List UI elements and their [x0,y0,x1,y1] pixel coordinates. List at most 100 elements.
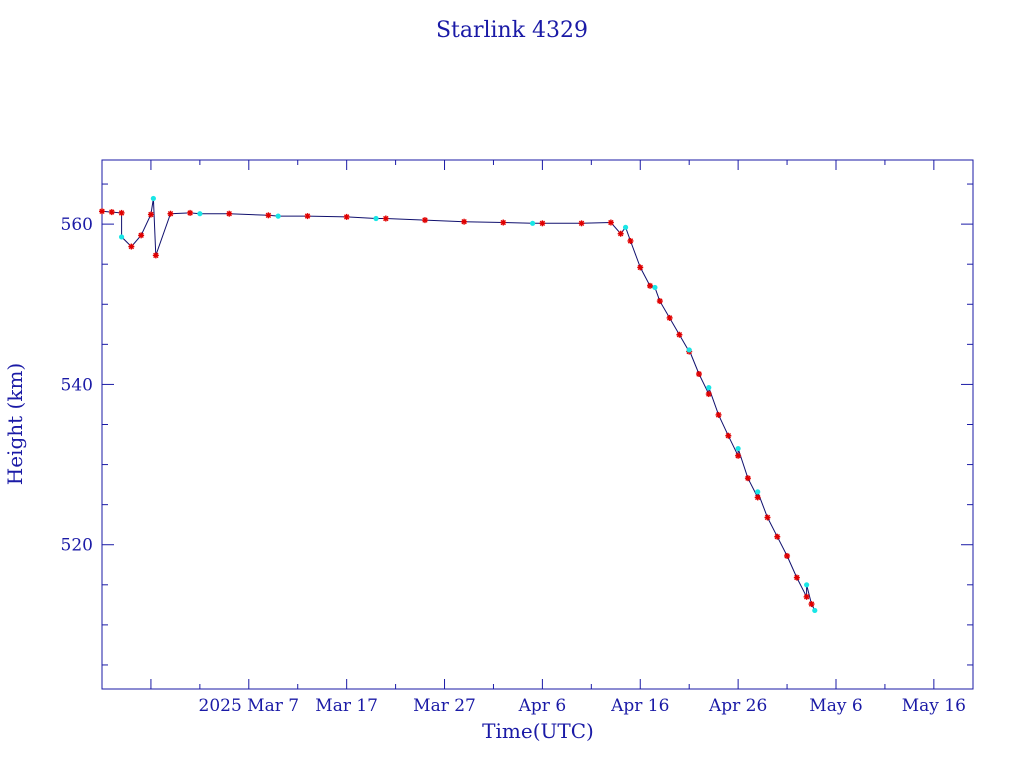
red-star-point [725,432,732,439]
star-stroke [774,534,780,540]
red-star-point [421,217,428,224]
red-star-point [118,209,125,216]
red-star-point [304,213,311,220]
red-star-point [637,264,644,271]
star-stroke [153,252,159,259]
x-tick-label: Apr 16 [610,696,669,716]
star-stroke [99,208,105,214]
red-star-point [676,331,683,338]
red-star-point [744,475,751,482]
star-stroke [715,412,722,418]
x-tick-label: May 6 [809,696,862,716]
red-star-point [808,601,815,608]
red-star-point [695,371,702,378]
red-star-point [147,211,154,218]
red-star-point [539,220,546,227]
red-star-point [666,314,673,321]
x-tick-label: Apr 26 [708,696,767,716]
star-stroke [808,601,815,607]
star-stroke [735,453,741,459]
star-stroke [138,232,144,239]
star-stroke [265,212,272,218]
chart-title: Starlink 4329 [436,18,588,43]
red-star-point [461,218,468,225]
y-axis-label: Height (km) [3,363,27,485]
trajectory-path [101,198,816,611]
star-stroke [304,213,311,219]
red-star-point [647,282,654,289]
star-stroke [803,594,810,600]
red-star-point [128,243,135,250]
red-star-point [500,219,507,226]
red-star-point [152,252,159,259]
star-stroke [578,220,585,227]
red-star-point [617,230,624,237]
red-star-point [578,220,585,227]
cyan-point [686,347,692,353]
star-stroke [109,209,115,215]
star-stroke [226,211,232,217]
plot-frame [101,159,974,690]
star-stroke [696,371,702,377]
red-star-point [343,213,350,220]
data-points [99,195,818,614]
cyan-point [706,385,712,391]
star-stroke [794,574,800,581]
star-stroke [647,283,653,289]
star-stroke [676,332,683,338]
star-stroke [617,231,624,237]
y-tick-label: 520 [61,536,93,556]
x-axis-label: Time(UTC) [482,719,594,743]
star-stroke [745,475,751,481]
cyan-point [118,234,125,240]
star-stroke [167,211,174,217]
cyan-point [735,445,741,452]
cyan-point [652,284,658,291]
star-stroke [383,215,389,222]
star-stroke [627,238,634,244]
x-tick-label: Apr 6 [518,696,567,716]
star-stroke [725,433,732,439]
y-tick-label: 560 [61,215,93,235]
red-star-point [607,219,614,226]
trajectory-line [101,198,816,611]
star-stroke [461,219,467,225]
cyan-point [197,211,203,217]
star-stroke [784,553,790,559]
red-star-point [226,210,233,217]
x-tick-label: Mar 17 [315,696,378,716]
star-stroke [118,210,125,216]
cyan-point [755,489,761,495]
star-stroke [343,214,350,220]
cyan-point [622,224,629,230]
red-star-point [774,533,781,540]
red-star-point [656,298,663,305]
cyan-point [150,195,156,202]
star-stroke [666,315,673,321]
cyan-point [812,607,818,614]
star-stroke [539,220,546,227]
red-star-point [138,232,145,239]
red-star-point [705,391,712,398]
star-stroke [755,494,761,501]
red-star-point [793,574,800,581]
star-stroke [706,391,712,397]
red-star-point [735,452,742,459]
red-star-point [803,593,810,600]
red-star-point [627,237,634,244]
y-tick-label: 540 [61,375,93,395]
red-star-point [265,212,272,219]
star-stroke [500,219,506,226]
red-star-point [187,209,194,216]
red-star-point [99,208,105,215]
cyan-point [373,215,379,222]
star-stroke [148,211,154,218]
star-stroke [128,243,135,250]
x-tick-label: Mar 27 [413,696,476,716]
cyan-point [804,582,810,588]
star-stroke [637,264,643,271]
x-tick-label: 2025 Mar 7 [199,696,300,716]
red-star-point [764,514,771,521]
red-star-point [754,494,761,501]
